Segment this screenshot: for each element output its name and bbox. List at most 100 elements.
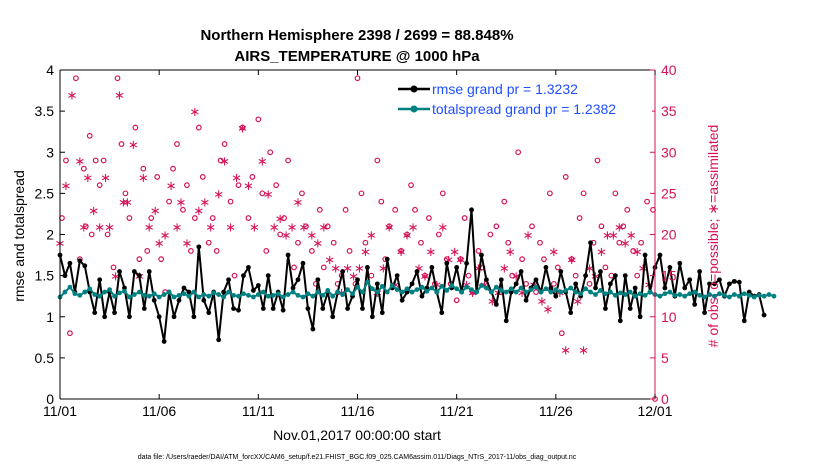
obs-assimilated-point-4: ∗ [78,220,89,235]
chart-title-line-2: AIRS_TEMPERATURE @ 1000 hPa [234,48,480,65]
spread-point-5 [82,289,88,295]
obs-possible-point-84 [426,215,432,221]
spread-point-54 [325,288,331,293]
obs-assimilated-point-67: ∗ [443,253,454,268]
spread-point-141 [756,292,762,298]
spread-point-28 [196,294,202,300]
obs-assimilated-point-3: ∗ [74,154,85,169]
obs-assimilated-point-54: ∗ [366,229,377,244]
spread-point-45 [280,294,286,300]
spread-point-108 [593,292,598,297]
spread-point-74 [424,288,430,294]
y-right-tick-label-0: 0 [661,391,669,407]
rmse-point-23 [171,314,177,320]
spread-point-31 [211,290,217,296]
obs-possible-point-131 [634,272,641,279]
obs-possible-point-45 [249,174,256,180]
rmse-point-17 [141,306,147,311]
obs-assimilated-point-17: ∗ [144,220,155,235]
obs-possible-point-77 [392,206,399,213]
rmse-point-113 [617,318,623,324]
axes-layer: 11/01 11/06 11/11 11/16 11/21 11/26 12/0100.51… [35,62,677,419]
obs-assimilated-point-45: ∗ [312,237,323,252]
y-right-tick-label-6: 30 [661,144,677,160]
obs-possible-point-66 [342,206,349,213]
spread-point-139 [746,292,752,298]
obs-assimilated-point-29: ∗ [213,187,224,202]
spread-point-116 [632,293,638,299]
obs-possible-point-126 [612,190,619,197]
spread-point-29 [201,292,207,297]
spread-point-84 [474,289,479,295]
rmse-point-86 [484,277,489,283]
spread-point-102 [563,288,569,293]
obs-possible-point-70 [358,190,365,197]
plot-area [60,70,655,399]
spread-point-12 [117,290,122,296]
x-tick-label-0: 11/01 [43,403,77,419]
obs-possible-point-60 [316,206,323,213]
obs-possible-point-55 [295,239,301,246]
spread-point-75 [429,285,435,291]
obs-assimilated-point-19: ∗ [154,237,165,252]
rmse-point-78 [444,260,450,266]
y-left-tick-label-6: 3 [46,144,54,160]
rmse-point-2 [67,260,73,266]
obs-possible-point-14 [114,75,121,82]
rmse-point-9 [102,314,108,320]
spread-point-60 [355,284,360,290]
rmse-point-96 [533,277,539,283]
obs-assimilated-point-8: ∗ [100,171,111,186]
obs-possible-point-90 [453,297,460,304]
spread-point-52 [315,289,321,295]
obs-assimilated-point-30: ∗ [219,154,230,169]
obs-possible-point-112 [550,280,557,287]
rmse-point-73 [419,293,425,299]
rmse-point-8 [97,277,103,283]
obs-possible-point-98 [487,231,494,238]
obs-possible-point-62 [324,223,331,230]
y-right-tick-label-8: 40 [661,62,677,78]
obs-assimilated-point-58: ∗ [390,278,401,293]
obs-assimilated-point-74: ∗ [487,294,498,309]
obs-possible-point-105 [519,256,526,263]
spread-point-142 [761,293,767,299]
rmse-point-5 [82,263,88,269]
rmse-point-18 [146,269,152,274]
spread-point-123 [667,289,673,295]
rmse-point-55 [330,314,336,320]
spread-point-127 [687,291,693,297]
obs-possible-point-119 [580,190,587,197]
obs-possible-point-81 [412,206,418,213]
obs-possible-point-42 [235,182,242,189]
spread-point-61 [360,289,365,295]
obs-assimilated-point-27: ∗ [199,196,210,211]
spread-point-40 [255,292,261,297]
spread-point-88 [493,284,499,290]
rmse-point-100 [553,293,559,299]
spread-point-32 [216,292,222,297]
obs-assimilated-point-43: ∗ [298,220,309,235]
rmse-point-127 [687,277,693,283]
obs-assimilated-point-6: ∗ [88,204,99,219]
obs-assimilated-point-61: ∗ [408,220,419,235]
y-left-tick-label-1: 0.5 [35,350,55,366]
obs-possible-point-133 [644,198,650,205]
spread-point-9 [102,289,108,295]
rmse-point-109 [598,269,603,274]
spread-point-3 [72,291,78,297]
obs-possible-point-24 [158,256,165,263]
spread-point-92 [513,289,519,295]
y-left-tick-label-7: 3.5 [35,103,55,119]
y-right-tick-label-7: 35 [661,103,677,119]
spread-point-140 [751,294,757,300]
rmse-point-62 [365,265,370,270]
spread-point-10 [107,287,112,293]
obs-possible-point-5 [80,165,87,172]
spread-point-66 [384,289,390,295]
obs-possible-point-22 [148,215,155,221]
rmse-point-133 [717,277,722,283]
rmse-point-83 [469,207,474,213]
spread-point-43 [270,292,276,298]
obs-assimilated-point-46: ∗ [318,220,329,235]
